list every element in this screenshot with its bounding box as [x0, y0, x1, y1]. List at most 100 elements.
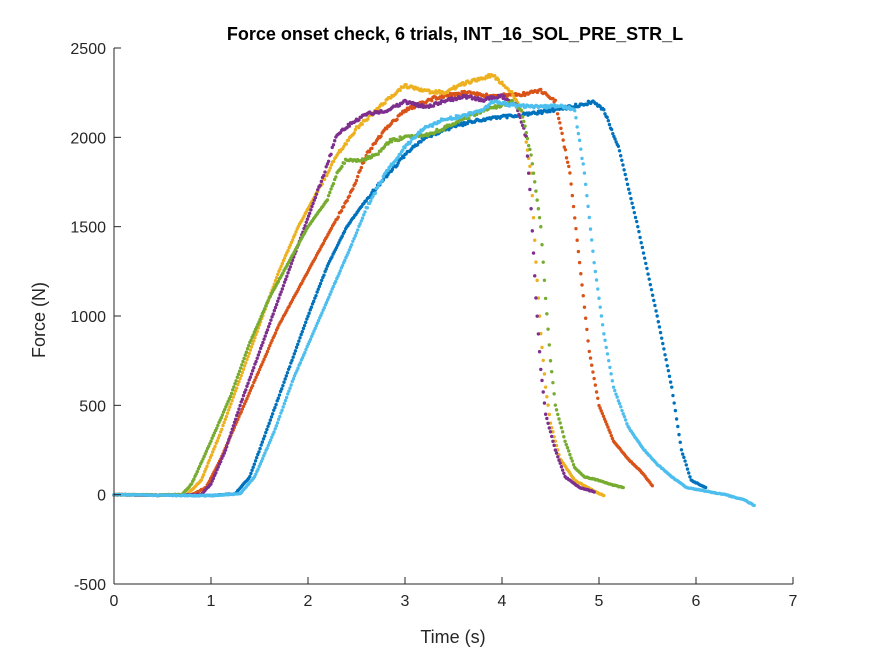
data-point	[226, 399, 230, 404]
data-point	[493, 73, 497, 78]
x-tick-label: 0	[110, 593, 119, 610]
data-point	[256, 467, 260, 471]
data-point	[265, 427, 269, 432]
data-point	[223, 417, 227, 422]
data-point	[346, 138, 351, 142]
data-point	[274, 276, 279, 280]
data-point	[278, 267, 282, 271]
data-point	[287, 304, 291, 309]
data-point	[571, 204, 576, 209]
data-point	[253, 378, 257, 382]
data-point	[278, 389, 283, 394]
data-point	[276, 272, 280, 277]
y-tick-label: 1000	[70, 309, 106, 326]
data-point	[226, 441, 230, 445]
data-point	[546, 403, 550, 407]
data-point	[280, 387, 284, 391]
data-point	[618, 153, 623, 158]
data-point	[246, 394, 250, 398]
data-point	[238, 403, 242, 408]
data-point	[560, 131, 564, 136]
data-point	[241, 359, 245, 364]
data-point	[216, 436, 221, 440]
data-point	[533, 180, 537, 184]
data-point	[226, 408, 231, 412]
data-point	[241, 367, 246, 371]
data-point	[610, 436, 615, 441]
data-point	[332, 138, 337, 143]
data-point	[556, 455, 560, 459]
data-point	[545, 312, 549, 316]
data-point	[537, 350, 542, 354]
data-point	[261, 340, 265, 345]
data-point	[235, 375, 239, 379]
data-point	[225, 411, 230, 415]
data-point	[262, 434, 267, 438]
data-point	[588, 227, 593, 231]
data-point	[345, 199, 349, 203]
data-point	[305, 217, 310, 221]
data-point	[365, 206, 370, 210]
data-point	[752, 503, 756, 508]
data-point	[566, 449, 571, 453]
data-point	[264, 352, 269, 356]
data-point	[316, 287, 320, 291]
data-point	[559, 126, 563, 131]
data-point	[298, 361, 302, 365]
data-point	[340, 164, 344, 169]
data-point	[401, 148, 405, 152]
data-point	[610, 379, 615, 383]
data-point	[550, 369, 554, 374]
data-point	[630, 201, 634, 205]
data-point	[533, 274, 537, 278]
data-point	[567, 164, 571, 169]
data-point	[328, 190, 332, 195]
data-point	[329, 152, 333, 157]
data-point	[528, 164, 532, 168]
data-point	[592, 376, 596, 381]
data-point	[270, 435, 274, 439]
data-point	[342, 161, 347, 166]
data-point	[275, 421, 280, 425]
data-point	[607, 358, 611, 363]
data-point	[569, 456, 573, 460]
data-point	[323, 269, 327, 274]
data-point	[582, 171, 587, 175]
data-point	[276, 299, 280, 303]
data-point	[603, 338, 607, 342]
data-point	[284, 395, 289, 400]
data-point	[229, 431, 233, 435]
data-point	[297, 339, 301, 343]
data-point	[606, 119, 611, 123]
data-point	[244, 388, 248, 392]
data-point	[239, 410, 243, 414]
data-point	[256, 353, 261, 357]
y-tick-label: 0	[97, 488, 106, 505]
data-point	[231, 424, 236, 428]
data-point	[541, 358, 545, 363]
data-point	[399, 112, 404, 116]
data-point	[211, 450, 215, 454]
data-point	[380, 178, 384, 183]
data-point	[373, 191, 378, 195]
data-point	[291, 377, 296, 381]
data-point	[230, 398, 234, 403]
data-point	[201, 457, 205, 461]
data-point	[261, 437, 266, 441]
data-point	[286, 367, 291, 372]
data-point	[329, 163, 334, 167]
data-point	[272, 308, 277, 313]
data-point	[542, 278, 547, 282]
data-point	[396, 155, 400, 159]
data-point	[554, 451, 559, 455]
data-point	[309, 305, 314, 309]
data-point	[573, 109, 577, 113]
data-point	[602, 493, 606, 498]
data-point	[605, 115, 609, 120]
data-point	[316, 188, 320, 192]
data-point	[272, 333, 277, 338]
data-point	[510, 90, 514, 94]
data-point	[261, 309, 266, 314]
data-point	[342, 205, 346, 209]
